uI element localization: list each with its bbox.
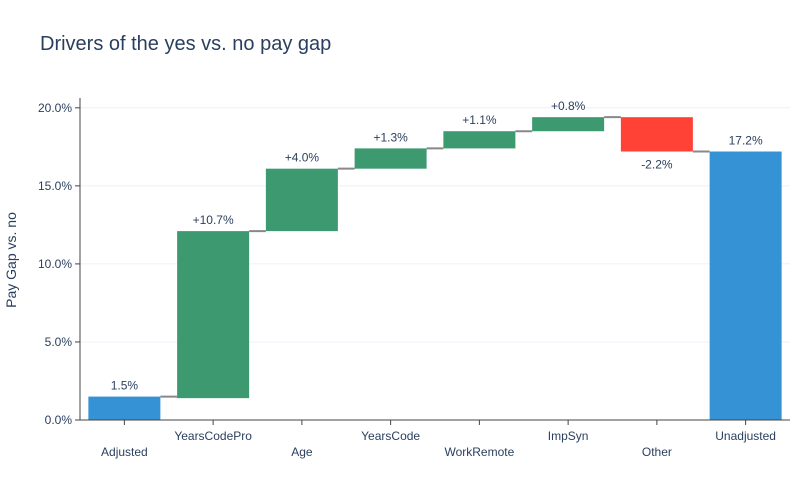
x-tick-label: YearsCode [361, 429, 420, 443]
bar-value-label: +1.1% [462, 113, 497, 127]
bars [88, 117, 782, 420]
chart-title: Drivers of the yes vs. no pay gap [40, 33, 331, 55]
bar-value-label: -2.2% [641, 158, 673, 172]
bar-value-label: +10.7% [193, 213, 234, 227]
y-tick-label: 5.0% [45, 335, 73, 349]
waterfall-bar [443, 131, 516, 149]
waterfall-bar [620, 117, 693, 152]
y-tick-label: 20.0% [38, 101, 72, 115]
y-tick-label: 10.0% [38, 257, 72, 271]
x-tick-label: Other [642, 445, 672, 459]
x-tick-label: WorkRemote [444, 445, 514, 459]
x-tick-label: ImpSyn [548, 429, 589, 443]
x-tick-label: Adjusted [101, 445, 148, 459]
waterfall-bar [88, 396, 161, 420]
waterfall-bar [709, 151, 782, 420]
y-axis-title: Pay Gap vs. no [3, 212, 19, 308]
waterfall-bar [177, 231, 250, 399]
bar-value-label: +1.3% [373, 130, 408, 144]
x-tick-label: YearsCodePro [174, 429, 252, 443]
bar-value-label: +0.8% [551, 99, 586, 113]
bar-value-label: +4.0% [285, 151, 320, 165]
bar-value-label: 17.2% [729, 134, 763, 148]
waterfall-bar [532, 117, 605, 132]
waterfall-bar [354, 148, 427, 169]
waterfall-bar [265, 168, 338, 232]
connectors [160, 116, 710, 398]
x-tick-label: Unadjusted [715, 429, 776, 443]
axes: 0.0% 5.0% 10.0% 15.0% 20.0% Adjusted YearsCode… [38, 98, 790, 459]
y-tick-label: 15.0% [38, 179, 72, 193]
y-tick-label: 0.0% [45, 413, 73, 427]
bar-value-label: 1.5% [111, 379, 139, 393]
data-labels: 1.5% +10.7% +4.0% +1.3% +1.1% +0.8% -2.2% 17.2% [111, 99, 763, 392]
x-tick-label: Age [291, 445, 313, 459]
